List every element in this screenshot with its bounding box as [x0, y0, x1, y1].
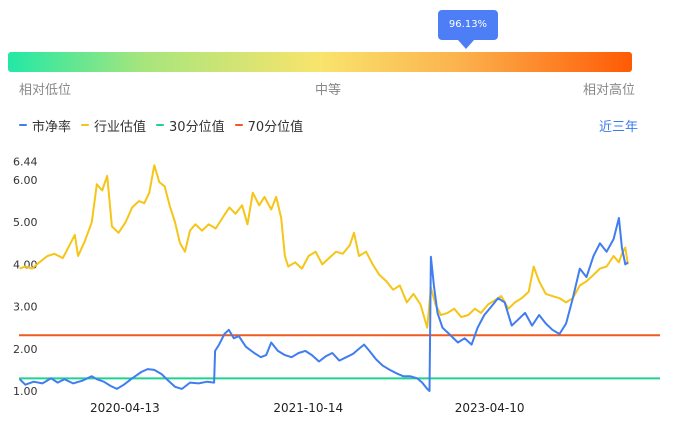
y-tick-label: 4.00 — [13, 258, 38, 271]
legend-label-industry: 行业估值 — [94, 119, 147, 135]
x-tick-label: 2023-04-10 — [455, 401, 525, 415]
scale-label-high: 相对高位 — [583, 83, 636, 98]
legend-label-p70: 70分位值 — [247, 119, 304, 135]
scale-label-mid: 中等 — [315, 83, 342, 98]
legend-label-pb: 市净率 — [32, 119, 72, 135]
y-tick-label: 5.00 — [13, 216, 38, 229]
y-tick-label: 3.00 — [13, 301, 38, 314]
chart-lines — [18, 164, 660, 392]
legend-swatch-industry — [81, 124, 90, 126]
y-axis-ticks: 1.00 2.00 3.00 4.00 5.00 6.00 6.44 — [13, 155, 38, 398]
legend-item-p30[interactable]: 30分位值 — [156, 116, 225, 135]
x-tick-label: 2020-04-13 — [90, 401, 160, 415]
y-tick-label: 1.00 — [13, 385, 38, 398]
y-tick-label: 6.44 — [13, 155, 38, 168]
industry-valuation-line — [19, 164, 629, 329]
scale-label-low: 相对低位 — [19, 83, 72, 98]
legend-swatch-p70 — [234, 124, 243, 126]
period-selector-link[interactable]: 近三年 — [599, 120, 639, 135]
x-axis-ticks: 2020-04-13 2021-10-14 2023-04-10 — [90, 401, 525, 415]
legend-item-industry[interactable]: 行业估值 — [81, 116, 146, 135]
legend-swatch-pb — [19, 124, 27, 126]
legend-swatch-p30 — [156, 124, 165, 126]
valuation-gradient-bar — [8, 52, 632, 72]
percentile-bubble-pointer — [458, 40, 474, 49]
legend-label-p30: 30分位值 — [169, 119, 225, 135]
legend-item-p70[interactable]: 70分位值 — [234, 116, 304, 135]
percentile-bubble: 96.13% — [438, 10, 498, 40]
legend-item-pb[interactable]: 市净率 — [19, 116, 71, 135]
y-tick-label: 6.00 — [13, 174, 38, 187]
pb-ratio-line — [18, 217, 629, 392]
x-tick-label: 2021-10-14 — [273, 401, 343, 415]
y-tick-label: 2.00 — [13, 343, 38, 356]
chart-legend: 市净率 行业估值 30分位值 70分位值 — [19, 116, 313, 135]
